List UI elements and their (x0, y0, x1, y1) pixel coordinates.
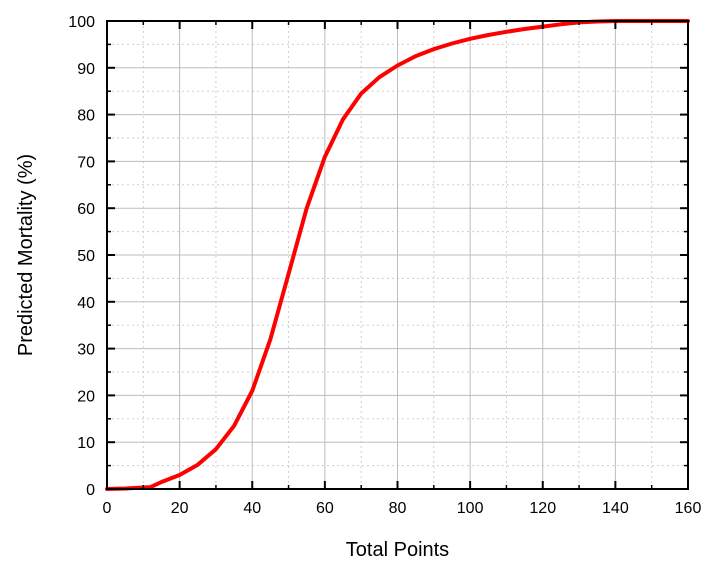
y-tick-label: 0 (86, 482, 95, 499)
x-tick-label: 0 (103, 500, 112, 517)
major-grid (107, 21, 688, 489)
y-tick-labels: 0 10 20 30 40 50 60 70 80 90 100 (68, 14, 95, 499)
y-tick-label: 40 (77, 295, 95, 312)
y-tick-label: 70 (77, 154, 95, 171)
x-tick-label: 140 (602, 500, 629, 517)
x-tick-label: 100 (457, 500, 484, 517)
x-tick-label: 40 (243, 500, 261, 517)
x-axis-title: Total Points (346, 539, 449, 561)
y-tick-label: 100 (68, 14, 95, 31)
y-tick-label: 30 (77, 342, 95, 359)
y-tick-label: 10 (77, 435, 95, 452)
y-tick-label: 50 (77, 248, 95, 265)
x-tick-label: 120 (529, 500, 556, 517)
x-tick-label: 160 (675, 500, 702, 517)
y-tick-label: 90 (77, 61, 95, 78)
axis-ticks (106, 20, 689, 490)
x-tick-label: 20 (171, 500, 189, 517)
y-tick-label: 20 (77, 388, 95, 405)
series-line (105, 19, 690, 491)
y-tick-label: 60 (77, 201, 95, 218)
series-layer (105, 19, 690, 491)
x-tick-label: 80 (389, 500, 407, 517)
x-tick-label: 60 (316, 500, 334, 517)
y-axis-title: Predicted Mortality (%) (15, 154, 37, 356)
x-tick-labels: 0 20 40 60 80 100 120 140 160 (103, 500, 702, 517)
y-tick-label: 80 (77, 108, 95, 125)
